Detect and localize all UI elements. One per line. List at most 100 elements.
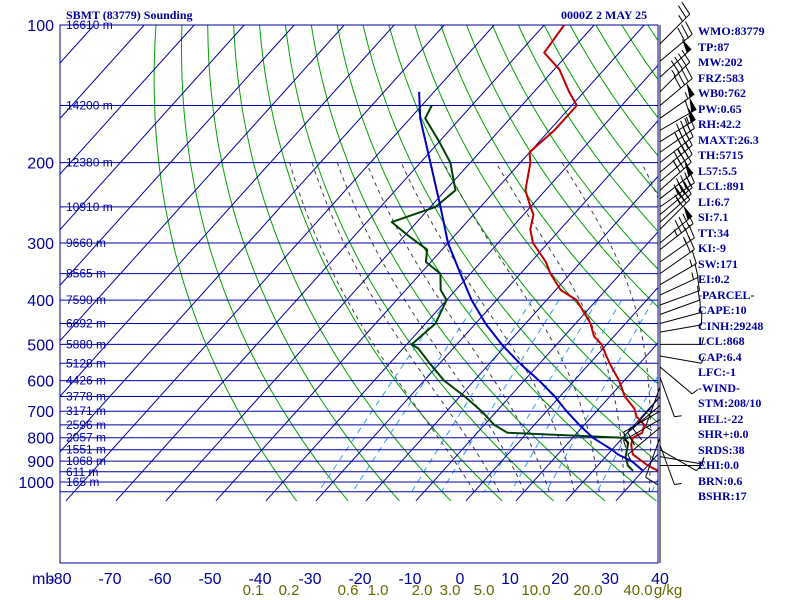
- wind-barb: [659, 444, 682, 485]
- pressure-tick-label: 400: [27, 293, 54, 310]
- isotherm-line: [0, 25, 44, 501]
- pressure-tick-label: 600: [27, 374, 54, 391]
- wind-barb: [659, 132, 693, 173]
- mixing-ratio-line: [411, 299, 533, 492]
- pressure-tick-label: 800: [27, 431, 54, 448]
- wind-barb: [659, 236, 695, 275]
- moist-adiabat-line: [495, 162, 625, 492]
- height-label: 1551 m: [66, 443, 106, 457]
- height-label: 16610 m: [66, 18, 113, 32]
- dry-adiabat-line: [259, 25, 503, 502]
- stat-item: -WIND-: [698, 380, 740, 395]
- sounding-datetime: 0000Z 2 MAY 25: [561, 8, 648, 22]
- chart-title: SBMT (83779) Sounding: [66, 8, 193, 22]
- stat-item: MW:202: [698, 55, 743, 69]
- wind-barb: [659, 149, 692, 191]
- height-label: 6692 m: [66, 317, 106, 331]
- isotherm-line: [60, 25, 445, 453]
- wind-barb: [627, 405, 661, 446]
- mixing-ratio-line: [441, 299, 560, 492]
- dry-adiabat-line: [777, 25, 800, 501]
- wind-barb: [659, 366, 699, 395]
- dry-adiabat-line: [336, 25, 657, 502]
- temperature-tick-label: -80: [48, 571, 71, 588]
- height-label: 2596 m: [66, 418, 106, 432]
- stats-panel: WMO:83779 TP:87 MW:202 FRZ:583 WB0:762 PW:0.6…: [698, 24, 765, 505]
- stat-item: CAPE:10: [698, 303, 747, 317]
- wind-barb: [659, 107, 696, 143]
- height-label: 165 m: [66, 475, 99, 489]
- stat-item: LCL:891: [698, 179, 745, 193]
- stat-item: TT:34: [698, 225, 730, 240]
- pressure-tick-label: 900: [27, 454, 54, 471]
- height-label: 2057 m: [66, 431, 106, 445]
- profiles: [390, 25, 658, 472]
- stat-item: LCL:868: [698, 334, 745, 348]
- isotherm-line: [60, 25, 395, 398]
- temperature-tick-label: 10: [501, 571, 519, 588]
- dry-adiabat-line: [153, 25, 298, 502]
- stat-item: CAP:6.4: [698, 349, 742, 364]
- height-label: 8565 m: [66, 267, 106, 281]
- isotherm-line: [65, 25, 495, 502]
- plot-frame: [59, 24, 659, 564]
- dry-adiabat-line: [362, 25, 658, 463]
- isotherm-line: [115, 25, 545, 502]
- mixing-ratio-line: [318, 299, 448, 492]
- moist-adiabat-line: [311, 162, 500, 492]
- isotherm-line: [565, 397, 658, 502]
- isotherm-line: [315, 120, 658, 502]
- mixing-ratio-line: [596, 374, 658, 492]
- mixing-ratio-tick-label: 2.0: [412, 582, 433, 599]
- isotherm-line: [365, 175, 658, 502]
- dry-adiabat-line: [569, 25, 658, 157]
- temperature-tick-label: 20: [551, 571, 569, 588]
- mixing-ratio-line: [545, 299, 654, 492]
- wind-barb: [659, 1, 691, 45]
- wind-barb: [659, 161, 694, 200]
- stat-item: LFC:-1: [698, 365, 736, 379]
- wind-barb: [660, 337, 704, 345]
- pressure-tick-label: 500: [27, 337, 54, 354]
- wind-barb: [627, 427, 661, 462]
- dry-adiabat-line: [207, 25, 400, 502]
- stat-item: BRN:0.6: [698, 473, 743, 488]
- dry-adiabat-line: [440, 25, 658, 346]
- height-label: 9660 m: [66, 236, 106, 250]
- mixing-ratio-tick-label: 0.6: [338, 582, 359, 599]
- wind-barb: [659, 21, 693, 62]
- wind-barb: [645, 437, 661, 486]
- stat-item: SW:171: [698, 256, 739, 271]
- pressure-tick-label: 300: [27, 236, 54, 253]
- wind-barb: [659, 187, 691, 230]
- mixing-ratio-line: [352, 299, 479, 492]
- stat-item: WMO:83779: [698, 24, 765, 38]
- moist-adiabat-line: [289, 162, 475, 492]
- wind-barb: [659, 210, 694, 250]
- wind-barb: [659, 263, 699, 296]
- mixing-ratio-line: [483, 299, 599, 492]
- mixing-ratio-tick-label: 10.0: [521, 582, 550, 599]
- mixing-ratio-line: [510, 299, 623, 492]
- height-label: 5880 m: [66, 337, 106, 351]
- wind-barb: [660, 458, 704, 466]
- dry-adiabat-line: [517, 25, 658, 233]
- moist-adiabat-line: [561, 162, 652, 492]
- wind-barb: [659, 82, 695, 119]
- isotherm-line: [60, 25, 345, 342]
- isotherm-line: [60, 25, 145, 120]
- isotherm-line: [215, 25, 645, 502]
- temperature-tick-label: -20: [348, 571, 371, 588]
- moist-adiabat-line: [366, 162, 550, 492]
- mixing-ratio-tick-label: 3.0: [440, 582, 461, 599]
- temperature-tick-label: -60: [148, 571, 171, 588]
- dry-adiabat-line: [491, 25, 658, 270]
- stat-item: TH:5715: [698, 148, 744, 162]
- temperature-tick-label: 30: [601, 571, 619, 588]
- isotherm-line: [165, 25, 595, 502]
- wind-barb: [659, 49, 691, 93]
- temperature-tick-label: -10: [398, 571, 421, 588]
- stat-item: LI:6.7: [698, 194, 730, 209]
- temperature-tick-label: -50: [198, 571, 221, 588]
